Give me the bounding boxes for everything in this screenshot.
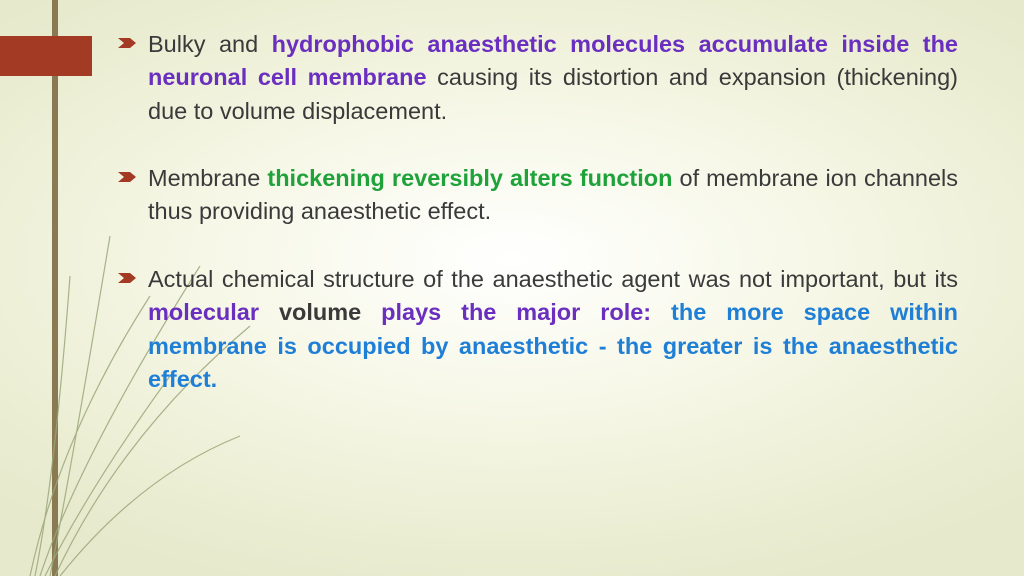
text-run: Actual chemical structure of the anaesth… xyxy=(148,266,958,292)
bullet-item-3: Actual chemical structure of the anaesth… xyxy=(118,263,958,396)
text-run-bold: volume xyxy=(259,299,381,325)
bullet-item-2: Membrane thickening reversibly alters fu… xyxy=(118,162,958,229)
slide-content: Bulky and hydrophobic anaesthetic molecu… xyxy=(118,28,958,430)
bullet-icon xyxy=(118,271,148,290)
text-run-emphasis: plays the major role: xyxy=(381,299,651,325)
bullet-text-1: Bulky and hydrophobic anaesthetic molecu… xyxy=(148,28,958,128)
text-run: Bulky and xyxy=(148,31,272,57)
bullet-icon xyxy=(118,170,148,189)
text-run-emphasis: thickening reversibly alters function xyxy=(267,165,672,191)
bullet-item-1: Bulky and hydrophobic anaesthetic molecu… xyxy=(118,28,958,128)
text-run-emphasis: molecular xyxy=(148,299,259,325)
bullet-icon xyxy=(118,36,148,55)
bullet-text-2: Membrane thickening reversibly alters fu… xyxy=(148,162,958,229)
text-run: Membrane xyxy=(148,165,267,191)
bullet-text-3: Actual chemical structure of the anaesth… xyxy=(148,263,958,396)
accent-tab xyxy=(0,36,92,76)
vertical-accent-bar xyxy=(52,0,58,576)
